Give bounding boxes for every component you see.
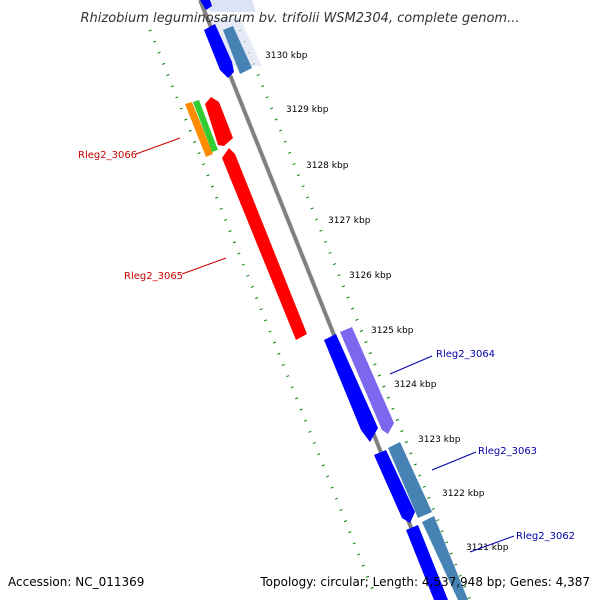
tick-label: 3124 kbp	[394, 380, 437, 390]
tick-label: 3130 kbp	[265, 51, 308, 61]
rna-rleg2-3063[interactable]	[388, 442, 432, 518]
summary-text: Topology: circular; Length: 4,537,948 bp…	[259, 575, 590, 589]
leader-rleg2-3063	[431, 451, 477, 471]
gene-forward-topmost[interactable]	[200, 0, 212, 10]
tick-label: 3126 kbp	[349, 271, 392, 281]
gene-label-rleg2-3066[interactable]: Rleg2_3066	[78, 150, 137, 161]
tick-label: 3129 kbp	[286, 105, 329, 115]
tick-label: 3128 kbp	[306, 161, 349, 171]
gene-rleg2-3064[interactable]	[324, 334, 378, 442]
outer-left-dotted-ring	[148, 29, 378, 599]
gene-rleg2-3066[interactable]	[205, 97, 233, 146]
gene-rleg2-3062[interactable]	[406, 525, 448, 600]
leader-rleg2-3062	[469, 535, 515, 553]
gene-forward-top[interactable]	[204, 24, 234, 78]
gene-label-rleg2-3065[interactable]: Rleg2_3065	[124, 271, 183, 282]
tick-label: 3122 kbp	[442, 489, 485, 499]
gene-label-rleg2-3062[interactable]: Rleg2_3062	[516, 531, 575, 542]
gene-label-rleg2-3064[interactable]: Rleg2_3064	[436, 349, 495, 360]
highlight-band	[204, 0, 256, 12]
inner-right-dotted-ring	[238, 29, 472, 600]
leader-rleg2-3065	[181, 257, 227, 275]
leader-rleg2-3064	[389, 355, 433, 375]
tick-label: 3127 kbp	[328, 216, 371, 226]
gene-purple[interactable]	[340, 327, 394, 434]
tick-label: 3123 kbp	[418, 435, 461, 445]
tick-label: 3125 kbp	[371, 326, 414, 336]
tick-label: 3121 kbp	[466, 543, 509, 553]
gene-green[interactable]	[193, 100, 218, 152]
gene-rleg2-3063[interactable]	[374, 450, 415, 523]
gene-label-rleg2-3063[interactable]: Rleg2_3063	[478, 446, 537, 457]
scale-ticks: 3130 kbp 3129 kbp 3128 kbp 3127 kbp 3126…	[265, 51, 509, 553]
rna-forward-top[interactable]	[223, 26, 252, 74]
map-title: Rhizobium leguminosarum bv. trifolii WSM…	[81, 11, 520, 26]
rna-rleg2-3062[interactable]	[422, 516, 468, 600]
leader-rleg2-3066	[135, 137, 181, 155]
gene-rleg2-3065[interactable]	[222, 148, 307, 340]
accession-text: Accession: NC_011369	[8, 575, 144, 589]
gene-orange[interactable]	[185, 102, 213, 157]
